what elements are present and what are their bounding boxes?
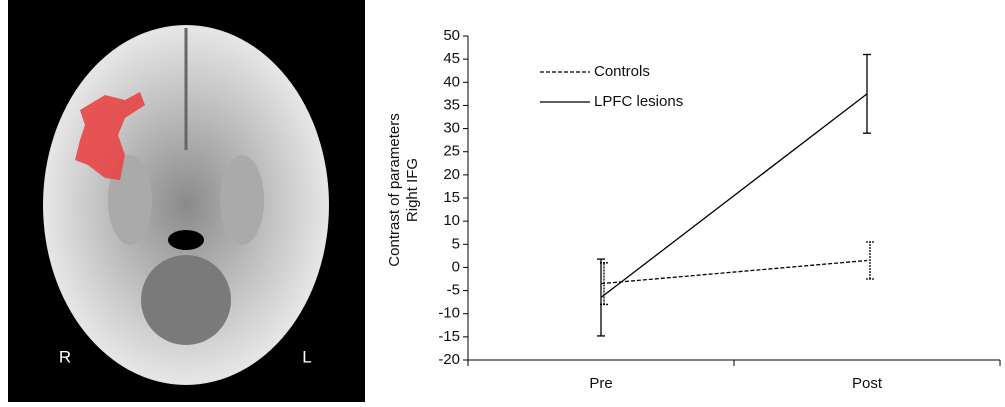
midbrain-gap — [168, 230, 204, 250]
hemisphere-label: L — [302, 347, 311, 366]
structure — [220, 155, 264, 245]
y-tick-label: 40 — [443, 73, 460, 90]
y-tick-label: 0 — [452, 258, 460, 275]
series-line — [600, 259, 868, 285]
error-bar — [863, 53, 871, 134]
y-tick-label: -20 — [438, 351, 460, 368]
y-tick-label: 5 — [452, 235, 460, 252]
y-axis-label: Contrast of parameters — [386, 113, 403, 266]
y-axis-label: Right IFG — [404, 158, 421, 222]
error-bar — [866, 241, 874, 280]
y-tick-label: 30 — [443, 120, 460, 137]
legend-label: LPFC lesions — [594, 93, 683, 110]
y-tick-label: 10 — [443, 212, 460, 229]
activation-cluster — [75, 92, 145, 180]
x-tick-label: Post — [852, 375, 883, 392]
y-tick-label: 20 — [443, 166, 460, 183]
y-tick-label: 15 — [443, 189, 460, 206]
brain-panel: R L — [8, 0, 365, 402]
y-tick-label: 45 — [443, 50, 460, 67]
error-bar — [597, 258, 605, 337]
y-tick-label: -15 — [438, 328, 460, 345]
x-tick-label: Pre — [589, 375, 612, 392]
y-tick-label: 50 — [443, 27, 460, 44]
y-tick-label: 35 — [443, 96, 460, 113]
y-tick-label: 25 — [443, 143, 460, 160]
y-tick-label: -10 — [438, 305, 460, 322]
series-line — [600, 93, 868, 299]
legend-label: Controls — [594, 63, 650, 80]
cerebellum — [141, 255, 231, 345]
y-tick-label: -5 — [447, 282, 460, 299]
hemisphere-label: R — [59, 347, 71, 366]
